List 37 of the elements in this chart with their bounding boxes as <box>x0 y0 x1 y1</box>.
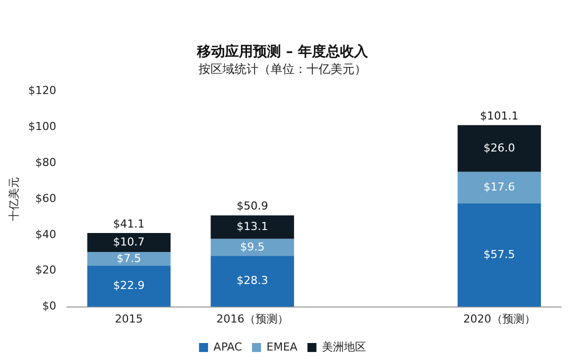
bar <box>210 238 294 256</box>
y-tick-label: $100 <box>28 120 56 133</box>
bar <box>87 232 171 252</box>
legend-label: APAC <box>214 340 242 354</box>
data-label: $22.9 <box>113 279 145 292</box>
y-tick-label: $60 <box>35 192 56 205</box>
bar <box>458 172 541 204</box>
total-label: $41.1 <box>113 217 145 230</box>
y-tick-label: $0 <box>42 300 56 313</box>
data-label: $9.5 <box>240 240 265 254</box>
bar <box>87 252 171 266</box>
y-tick-label: $40 <box>35 228 56 241</box>
data-label: $13.1 <box>236 220 268 233</box>
data-label: $26.0 <box>484 141 516 154</box>
bar <box>87 266 171 307</box>
x-tick-label: 2020（预测） <box>463 312 536 326</box>
bar <box>458 203 541 307</box>
total-label: $50.9 <box>236 200 268 213</box>
y-tick-label: $120 <box>28 84 56 98</box>
legend-label: EMEA <box>266 340 298 354</box>
chart-subtitle: 按区域统计（单位：十亿美元） <box>198 62 366 76</box>
chart-title: 移动应用预测 – 年度总收入 <box>196 43 369 60</box>
y-axis-title: 十亿美元 <box>7 177 20 221</box>
bar <box>458 125 541 172</box>
y-tick-label: $80 <box>35 156 56 169</box>
bar <box>210 215 294 239</box>
data-label: $7.5 <box>116 252 142 265</box>
y-tick-label: $20 <box>35 264 56 277</box>
legend-label: 美洲地区 <box>322 340 366 354</box>
total-label: $101.1 <box>480 110 519 123</box>
x-tick-label: 2016（预测） <box>216 312 288 326</box>
x-tick-label: 2015 <box>114 312 143 326</box>
data-label: $17.6 <box>484 180 516 194</box>
data-label: $28.3 <box>236 274 268 288</box>
data-label: $10.7 <box>113 235 145 248</box>
bar <box>210 256 294 307</box>
data-label: $57.5 <box>484 248 516 262</box>
